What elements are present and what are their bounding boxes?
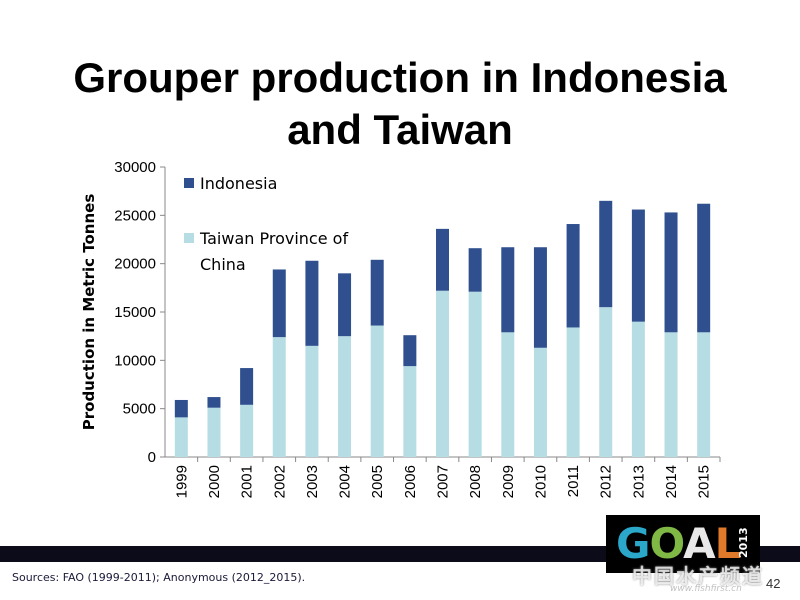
bar-segment (272, 269, 286, 338)
x-tick-label: 2015 (696, 465, 713, 498)
bar-segment (338, 336, 352, 457)
y-tick-label: 0 (148, 449, 156, 466)
bar-segment (272, 337, 286, 457)
bar-segment (240, 404, 254, 457)
x-tick-label: 2010 (532, 465, 549, 498)
bar-segment (207, 397, 221, 408)
y-tick-label: 5000 (123, 401, 156, 418)
goal-logo-letter-o: O (649, 519, 684, 568)
x-tick-label: 1999 (173, 465, 190, 498)
bar-segment (468, 248, 482, 292)
stacked-bar-chart: 0 5000 10000 15000 20000 25000 30000 Production… (80, 159, 721, 498)
x-tick-label: 2009 (500, 465, 517, 498)
bar-segment (403, 366, 417, 457)
x-tick-label: 2007 (435, 465, 452, 498)
bar-segment (697, 332, 711, 457)
x-tick-label: 2012 (598, 465, 615, 498)
bar-segment (566, 224, 580, 328)
bar-segment (599, 200, 613, 308)
x-tick-label: 2008 (467, 465, 484, 498)
goal-logo-letter-g: G (616, 519, 650, 568)
watermark: 中国水产频道 (632, 564, 764, 588)
bar-segment (533, 347, 547, 457)
y-axis-title: Production in Metric Tonnes (80, 194, 98, 431)
goal-logo-letter-a: A (683, 519, 716, 568)
slide-title-line2: and Taiwan (287, 106, 513, 153)
y-tick-label: 10000 (114, 352, 156, 369)
bar-segment (305, 345, 319, 457)
y-tick-label: 25000 (114, 207, 156, 224)
bar-segment (207, 407, 221, 457)
legend-swatch (184, 178, 194, 188)
page-number: 42 (766, 576, 781, 591)
goal-logo-year: 2013 (737, 527, 750, 559)
x-tick-label: 2004 (337, 465, 354, 498)
bar-segment (436, 228, 449, 291)
goal-logo: GOAL 2013 (606, 515, 760, 573)
bar-segment (436, 290, 449, 457)
bar-segment (631, 321, 645, 457)
legend-label: Indonesia (200, 174, 277, 193)
x-tick-label: 2014 (663, 465, 680, 498)
legend-label: China (200, 255, 246, 274)
bar-segment (501, 332, 515, 457)
slide-title-line1: Grouper production in Indonesia (73, 54, 727, 101)
y-tick-label: 20000 (114, 256, 156, 273)
bar-segment (664, 332, 678, 457)
bar-segment (338, 273, 352, 337)
bar-segment (697, 203, 711, 333)
x-tick-label: 2002 (271, 465, 288, 498)
x-tick-label: 2001 (239, 465, 256, 498)
y-tick-label: 30000 (114, 159, 156, 176)
x-tick-label: 2006 (402, 465, 419, 498)
bar-segment (631, 209, 645, 322)
legend-swatch (184, 233, 194, 243)
bar-segment (305, 260, 319, 346)
y-tick-label: 15000 (114, 304, 156, 321)
sources-note: Sources: FAO (1999-2011); Anonymous (201… (12, 571, 306, 584)
bar-segment (370, 259, 384, 326)
bar-segment (403, 335, 417, 367)
bar-segment (174, 399, 188, 418)
goal-logo-text: GOAL (616, 519, 742, 569)
bar-segment (370, 325, 384, 457)
watermark-url: www.fishfirst.cn (670, 584, 742, 594)
bar-segment (566, 327, 580, 457)
footer-bar (0, 546, 800, 562)
goal-logo-letter-l: L (714, 519, 742, 568)
x-tick-label: 2011 (565, 465, 582, 497)
bar-segment (599, 307, 613, 457)
x-tick-label: 2005 (369, 465, 386, 498)
bar-segment (174, 417, 188, 457)
bar-segment (468, 291, 482, 457)
legend-label: Taiwan Province of (199, 229, 348, 248)
bar-segment (533, 247, 547, 348)
x-tick-label: 2013 (630, 465, 647, 498)
slide-title: Grouper production in Indonesia and Taiw… (0, 52, 800, 156)
bar-segment (501, 247, 515, 333)
bar-segment (240, 368, 254, 405)
bar-segment (664, 212, 678, 333)
x-tick-label: 2003 (304, 465, 321, 498)
x-tick-label: 2000 (206, 465, 223, 498)
